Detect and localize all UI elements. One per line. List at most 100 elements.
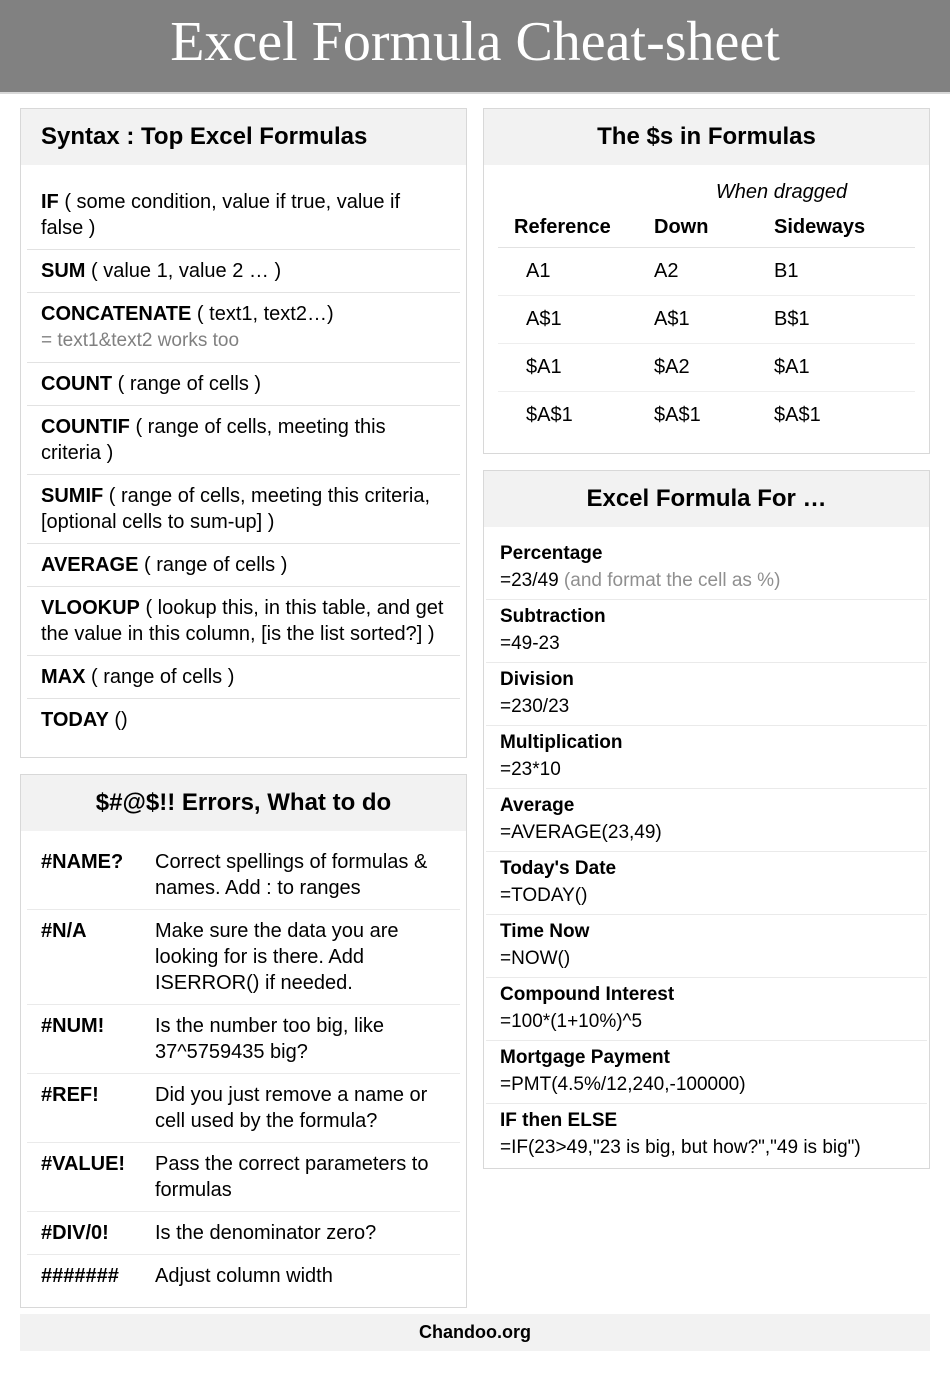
error-row: #VALUE!Pass the correct parameters to fo… (27, 1143, 460, 1212)
error-fix: Did you just remove a name or cell used … (155, 1082, 446, 1134)
formula-for-label: Today's Date (500, 852, 913, 883)
formula-name: VLOOKUP (41, 597, 140, 619)
formula-for-formula: =230/23 (500, 694, 913, 725)
formula-args: ( text1, text2…) (191, 303, 333, 325)
formula-for-formula: =100*(1+10%)^5 (500, 1009, 913, 1040)
formula-name: SUMIF (41, 485, 103, 507)
formula-text: =IF(23>49,"23 is big, but how?","49 is b… (500, 1137, 861, 1158)
refs-cell: A2 (654, 260, 774, 283)
formula-text: =23*10 (500, 759, 561, 780)
formula-for-list: Percentage=23/49 (and format the cell as… (484, 527, 929, 1168)
formula-for-formula: =TODAY() (500, 883, 913, 914)
error-code: #NUM! (41, 1013, 145, 1065)
refs-cell: $A$1 (654, 404, 774, 427)
formula-for-formula: =23*10 (500, 757, 913, 788)
formula-for-label: Average (500, 789, 913, 820)
right-column: The $s in Formulas When dragged Referenc… (483, 108, 930, 1308)
refs-cell: A1 (504, 260, 654, 283)
formula-text: =TODAY() (500, 885, 587, 906)
error-code: #VALUE! (41, 1151, 145, 1203)
syntax-row: COUNT ( range of cells ) (27, 363, 460, 406)
formula-args: () (109, 709, 128, 731)
refs-header-row: Reference Down Sideways (498, 208, 915, 248)
syntax-row: TODAY () (27, 699, 460, 741)
refs-cell: $A1 (774, 356, 909, 379)
formula-for-label: Percentage (500, 537, 913, 568)
syntax-row: SUMIF ( range of cells, meeting this cri… (27, 475, 460, 544)
formula-text: =PMT(4.5%/12,240,-100000) (500, 1074, 746, 1095)
error-fix: Is the denominator zero? (155, 1220, 446, 1246)
formula-for-row: Compound Interest=100*(1+10%)^5 (486, 978, 927, 1041)
formula-name: MAX (41, 666, 85, 688)
formula-for-row: Subtraction=49-23 (486, 600, 927, 663)
syntax-row: CONCATENATE ( text1, text2…)= text1&text… (27, 293, 460, 363)
refs-cell: $A$1 (504, 404, 654, 427)
syntax-row: AVERAGE ( range of cells ) (27, 544, 460, 587)
main-grid: Syntax : Top Excel Formulas IF ( some co… (0, 94, 950, 1314)
syntax-row: IF ( some condition, value if true, valu… (27, 181, 460, 250)
error-code: #DIV/0! (41, 1220, 145, 1246)
formula-for-label: IF then ELSE (500, 1104, 913, 1135)
formula-for-formula: =AVERAGE(23,49) (500, 820, 913, 851)
errors-box: $#@$!! Errors, What to do #NAME?Correct … (20, 774, 467, 1308)
refs-cell: A$1 (654, 308, 774, 331)
refs-cell: B$1 (774, 308, 909, 331)
formula-for-title: Excel Formula For … (484, 471, 929, 527)
formula-name: CONCATENATE (41, 303, 191, 325)
formula-for-note: (and format the cell as %) (564, 570, 780, 591)
formula-name: IF (41, 191, 59, 213)
refs-header-sideways: Sideways (774, 216, 909, 239)
refs-row: A1A2B1 (498, 248, 915, 296)
formula-for-formula: =49-23 (500, 631, 913, 662)
refs-header-down: Down (654, 216, 774, 239)
footer-credit: Chandoo.org (20, 1314, 930, 1351)
formula-name: COUNTIF (41, 416, 130, 438)
refs-row: A$1A$1B$1 (498, 296, 915, 344)
formula-name: SUM (41, 260, 85, 282)
refs-header-reference: Reference (504, 216, 654, 239)
error-fix: Is the number too big, like 37^5759435 b… (155, 1013, 446, 1065)
left-column: Syntax : Top Excel Formulas IF ( some co… (20, 108, 467, 1308)
formula-for-row: Today's Date=TODAY() (486, 852, 927, 915)
refs-super-header-row: When dragged (498, 175, 915, 208)
formula-for-formula: =23/49 (and format the cell as %) (500, 568, 913, 599)
syntax-row: COUNTIF ( range of cells, meeting this c… (27, 406, 460, 475)
formula-text: =230/23 (500, 696, 569, 717)
formula-text: =23/49 (500, 570, 564, 591)
formula-for-box: Excel Formula For … Percentage=23/49 (an… (483, 470, 930, 1169)
formula-args: ( range of cells ) (85, 666, 234, 688)
syntax-row: SUM ( value 1, value 2 … ) (27, 250, 460, 293)
syntax-row: VLOOKUP ( lookup this, in this table, an… (27, 587, 460, 656)
formula-args: ( range of cells ) (138, 554, 287, 576)
refs-row: $A1$A2$A1 (498, 344, 915, 392)
formula-for-formula: =PMT(4.5%/12,240,-100000) (500, 1072, 913, 1103)
formula-name: TODAY (41, 709, 109, 731)
formula-name: AVERAGE (41, 554, 138, 576)
formula-args: ( some condition, value if true, value i… (41, 191, 400, 239)
error-code: #REF! (41, 1082, 145, 1134)
refs-row: $A$1$A$1$A$1 (498, 392, 915, 439)
formula-for-label: Division (500, 663, 913, 694)
error-fix: Adjust column width (155, 1263, 446, 1289)
syntax-list: IF ( some condition, value if true, valu… (21, 165, 466, 757)
formula-text: =49-23 (500, 633, 560, 654)
formula-for-row: Division=230/23 (486, 663, 927, 726)
formula-for-row: Multiplication=23*10 (486, 726, 927, 789)
formula-for-row: Time Now=NOW() (486, 915, 927, 978)
formula-for-formula: =NOW() (500, 946, 913, 977)
error-row: #REF!Did you just remove a name or cell … (27, 1074, 460, 1143)
formula-for-row: Mortgage Payment=PMT(4.5%/12,240,-100000… (486, 1041, 927, 1104)
formula-text: =NOW() (500, 948, 570, 969)
formula-args: ( value 1, value 2 … ) (85, 260, 281, 282)
error-fix: Pass the correct parameters to formulas (155, 1151, 446, 1203)
formula-text: =AVERAGE(23,49) (500, 822, 662, 843)
error-row: #DIV/0! Is the denominator zero? (27, 1212, 460, 1255)
refs-cell: $A2 (654, 356, 774, 379)
formula-for-row: Average=AVERAGE(23,49) (486, 789, 927, 852)
formula-for-label: Time Now (500, 915, 913, 946)
error-code: ####### (41, 1263, 145, 1289)
errors-list: #NAME?Correct spellings of formulas & na… (21, 831, 466, 1307)
formula-for-label: Compound Interest (500, 978, 913, 1009)
refs-cell: $A1 (504, 356, 654, 379)
formula-for-label: Mortgage Payment (500, 1041, 913, 1072)
